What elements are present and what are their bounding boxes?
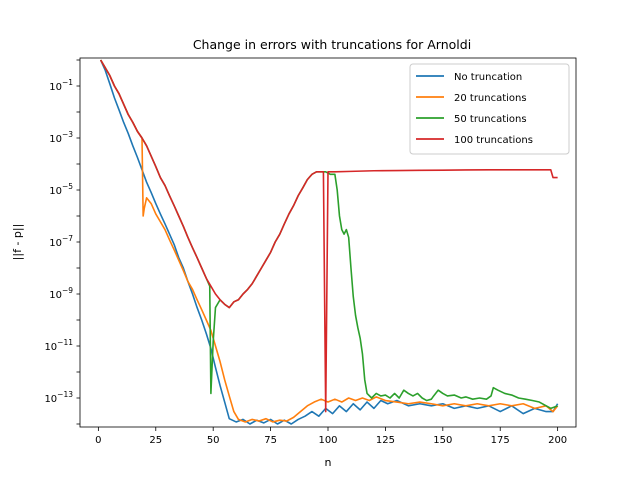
x-tick-label: 75 (264, 435, 277, 446)
x-tick-label: 50 (207, 435, 220, 446)
y-tick-label: 10−13 (44, 390, 73, 405)
x-tick-label: 125 (376, 435, 395, 446)
x-axis-label: n (325, 456, 332, 469)
legend-label-3: 50 truncations (454, 114, 527, 125)
series-line-1 (99, 59, 559, 425)
y-tick-label: 10−11 (44, 338, 73, 353)
series-line-2 (99, 59, 559, 423)
x-tick-label: 200 (548, 435, 567, 446)
x-axis: 0 25 50 75 100 125 150 175 200 (95, 427, 567, 446)
y-tick-label: 10−7 (49, 234, 73, 249)
x-tick-label: 0 (95, 435, 101, 446)
x-tick-label: 150 (433, 435, 452, 446)
y-tick-label: 10−5 (49, 182, 73, 197)
y-tick-label: 10−9 (49, 286, 73, 301)
y-axis: 10−1 10−3 10−5 10−7 10−9 10−11 10−13 (44, 59, 80, 425)
legend-label-1: No truncation (454, 72, 522, 83)
legend-box (409, 63, 570, 155)
x-tick-label: 175 (491, 435, 510, 446)
y-tick-label: 10−1 (49, 78, 73, 93)
legend-label-4: 100 truncations (454, 135, 533, 146)
x-tick-label: 25 (149, 435, 162, 446)
legend: No truncation 20 truncations 50 truncation… (409, 63, 570, 155)
y-axis-label: ||f - p|| (11, 224, 24, 261)
legend-label-2: 20 truncations (454, 93, 527, 104)
series-layer (99, 59, 559, 425)
y-tick-label: 10−3 (49, 130, 73, 145)
series-line-4 (99, 59, 558, 413)
x-tick-label: 100 (318, 435, 337, 446)
chart-title: Change in errors with truncations for Ar… (193, 37, 471, 52)
